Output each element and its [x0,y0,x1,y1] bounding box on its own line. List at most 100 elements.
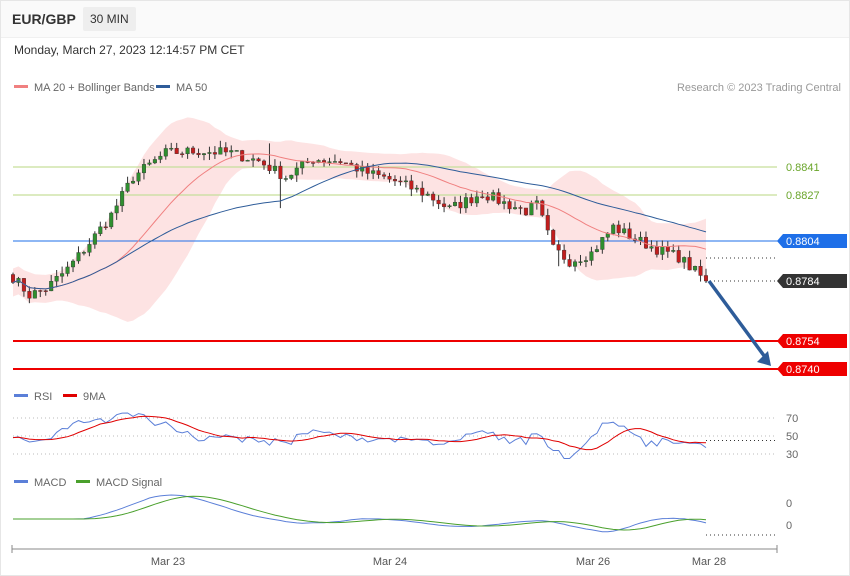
candle-body-27 [158,155,163,160]
pivot-tag-2 [777,234,847,248]
resistance-label-0: 0.8841 [786,162,820,174]
candle-body-93 [518,207,523,209]
candle-body-26 [152,159,157,164]
candle-body-118 [654,246,659,255]
candle-body-110 [611,224,616,234]
x-tick-label-0: Mar 23 [151,556,185,568]
candle-body-49 [278,165,283,179]
candle-body-73 [409,180,414,190]
candle-body-62 [349,162,354,165]
candle-body-120 [665,246,670,252]
candle-body-44 [251,158,256,161]
x-tick-label-1: Mar 24 [373,556,407,568]
candle-body-6 [43,290,48,292]
candle-body-41 [234,150,239,152]
candle-body-101 [562,249,567,260]
candle-body-16 [98,226,103,234]
candle-body-20 [120,191,125,207]
candle-body-109 [605,233,610,238]
rsi-ma-line [12,415,707,451]
candle-body-85 [474,196,479,204]
candle-body-17 [103,226,108,229]
candle-body-99 [551,229,556,245]
candle-body-100 [556,244,561,251]
candle-body-111 [616,224,621,234]
candle-body-11 [71,260,76,268]
candle-body-88 [491,192,496,201]
last-price-label: 0.8784 [786,276,820,288]
candle-body-15 [92,233,97,245]
macd-legend-swatch-1 [76,480,90,483]
candle-body-39 [223,147,228,153]
candle-body-59 [332,161,337,163]
macd-signal-line [13,495,707,531]
candle-body-21 [125,182,130,192]
candle-body-87 [485,196,490,201]
candle-body-115 [638,236,643,241]
candle-body-5 [38,290,43,292]
candle-body-98 [545,215,550,231]
macd-legend-label-0: MACD [34,477,66,489]
candle-body-67 [376,170,381,175]
candle-body-94 [523,207,528,216]
candle-body-50 [283,178,288,180]
candle-body-84 [469,197,474,204]
candle-body-106 [589,251,594,261]
candle-body-78 [436,199,441,205]
legend-swatch-0 [14,85,28,88]
candle-body-47 [267,164,272,171]
rsi-legend-swatch-0 [14,394,28,397]
macd-legend-swatch-0 [14,480,28,483]
candle-body-75 [420,187,425,196]
candle-body-0 [10,274,15,283]
candle-body-76 [425,193,430,196]
candle-body-22 [131,180,136,184]
candle-body-69 [387,176,392,180]
resistance-label-1: 0.8827 [786,190,820,202]
candle-body-124 [687,257,692,271]
candle-body-65 [365,165,370,174]
candle-body-37 [212,152,217,155]
candle-body-51 [289,174,294,179]
rsi-legend-label-0: RSI [34,391,52,403]
candle-body-95 [529,203,534,216]
candle-body-125 [693,266,698,271]
candle-body-108 [600,237,605,250]
candle-body-119 [660,246,665,255]
candle-body-105 [583,260,588,262]
candle-body-25 [147,162,152,165]
candle-body-74 [414,187,419,190]
candle-body-104 [578,261,583,263]
candle-body-32 [185,147,190,155]
candle-body-23 [136,172,141,182]
candle-body-97 [540,200,545,216]
ma20-line [12,153,707,290]
candle-body-38 [218,147,223,155]
timeframe-button[interactable]: 30 MIN [83,7,136,31]
candle-body-82 [458,201,463,209]
ma50-line [12,162,707,290]
candle-body-24 [141,164,146,174]
macd-tick-1: 0 [786,520,792,532]
candle-body-127 [704,275,709,282]
candle-body-79 [442,203,447,207]
candle-body-29 [169,147,174,150]
candle-body-7 [49,281,54,292]
candle-body-60 [338,161,343,164]
candle-body-34 [196,152,201,156]
candle-body-30 [174,147,179,154]
macd-legend-label-1: MACD Signal [96,477,162,489]
candle-body-113 [627,228,632,240]
candle-body-121 [671,250,676,252]
candle-body-46 [262,160,267,166]
candle-body-48 [272,165,277,171]
candle-body-8 [54,275,59,282]
candle-body-122 [676,250,681,263]
candle-body-42 [240,150,245,162]
candle-body-71 [398,180,403,183]
candle-body-45 [256,158,261,162]
candle-body-123 [682,257,687,263]
datetime-label: Monday, March 27, 2023 12:14:57 PM CET [14,43,245,57]
candle-body-83 [463,197,468,209]
